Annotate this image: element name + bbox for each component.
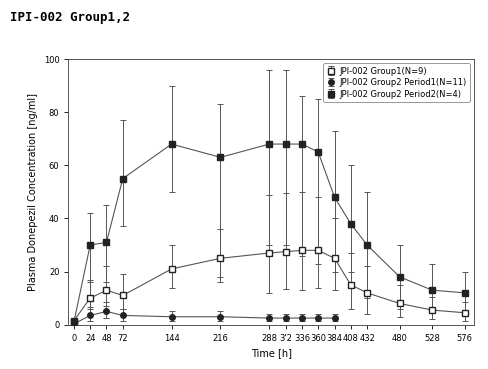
- Text: IPI-002 Group1,2: IPI-002 Group1,2: [10, 11, 129, 24]
- Y-axis label: Plasma Donepezil Concentration [ng/ml]: Plasma Donepezil Concentration [ng/ml]: [28, 93, 38, 291]
- X-axis label: Time [h]: Time [h]: [250, 348, 291, 358]
- Legend: JPI-002 Group1(N=9), JPI-002 Group2 Period1(N=11), JPI-002 Group2 Period2(N=4): JPI-002 Group1(N=9), JPI-002 Group2 Peri…: [322, 63, 469, 102]
